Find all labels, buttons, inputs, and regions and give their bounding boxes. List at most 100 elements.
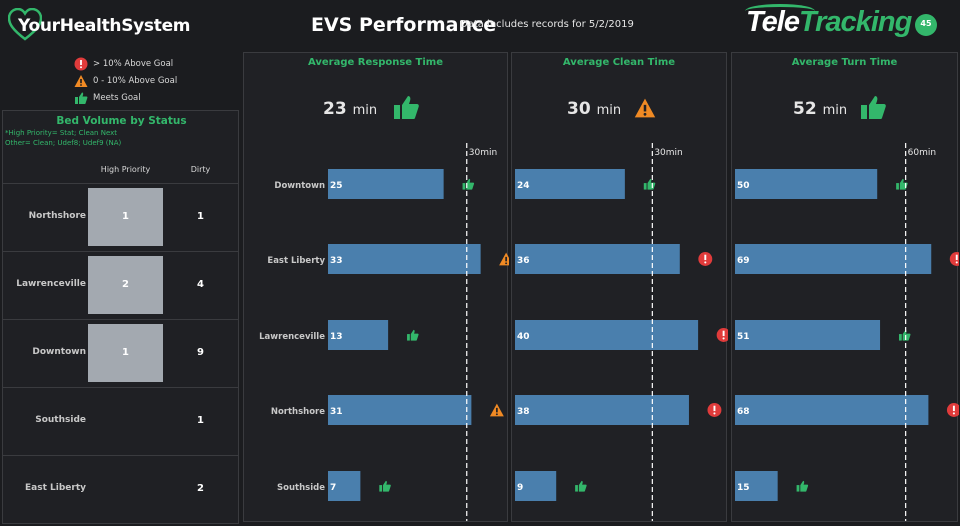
dirty-value: 4 bbox=[197, 279, 204, 290]
alert-circle-icon bbox=[716, 328, 728, 342]
location-label: Downtown bbox=[32, 347, 86, 357]
heart-logo-icon bbox=[8, 8, 42, 41]
alert-circle-icon bbox=[949, 252, 959, 266]
bar bbox=[735, 169, 878, 199]
warning-triangle-icon bbox=[74, 74, 88, 87]
response-time-panel: Average Response Time 23 min 25 Downtown 3… bbox=[243, 52, 509, 522]
bar-value-label: 9 bbox=[517, 483, 523, 493]
bed-volume-panel: Bed Volume by Status *High Priority= Sta… bbox=[2, 110, 239, 524]
clean-time-panel: Average Clean Time 30 min 24 36 40 38 9 30min bbox=[511, 52, 728, 522]
alert-circle-icon bbox=[74, 57, 88, 70]
thumbs-up-icon bbox=[75, 92, 88, 104]
header: YourHealthSystem EVS Performance Data in… bbox=[0, 0, 960, 50]
bar bbox=[328, 169, 444, 199]
bar bbox=[328, 395, 472, 425]
response-time-chart: 25 Downtown 33 East Liberty 13 Lawrenceville 3… bbox=[259, 143, 509, 521]
legend-item-above-goal: > 10% Above Goal bbox=[74, 55, 177, 72]
kpi-value: 52 min bbox=[793, 99, 847, 119]
location-label: Northshore bbox=[28, 211, 86, 221]
category-label: Northshore bbox=[271, 407, 325, 417]
kpi-unit: min bbox=[596, 103, 622, 118]
thumbs-up-icon bbox=[575, 480, 587, 492]
alert-circle-icon bbox=[707, 403, 722, 417]
kpi-status-icon bbox=[392, 93, 420, 125]
bed-volume-row: Northshore 1 1 bbox=[3, 183, 238, 251]
bar bbox=[515, 471, 557, 501]
goal-label: 60min bbox=[908, 148, 936, 158]
chart-title: Average Turn Time bbox=[791, 57, 898, 68]
thumbs-up-icon bbox=[643, 178, 656, 190]
logo-text: YourHealthSystem bbox=[18, 16, 191, 36]
bar bbox=[735, 395, 929, 425]
high-priority-value: 2 bbox=[122, 279, 129, 290]
bar-value-label: 24 bbox=[517, 181, 530, 191]
kpi-number: 30 bbox=[567, 99, 591, 119]
kpi-number: 52 bbox=[793, 99, 817, 119]
column-header-high-priority: High Priority bbox=[100, 165, 151, 174]
kpi-status-icon bbox=[634, 97, 656, 123]
column-header-dirty: Dirty bbox=[190, 165, 211, 174]
kpi-unit: min bbox=[352, 103, 378, 118]
bed-volume-row: Southside 1 bbox=[3, 387, 238, 455]
kpi-number: 23 bbox=[323, 99, 347, 119]
clean-time-chart: 24 36 40 38 9 30min bbox=[515, 143, 728, 521]
bar bbox=[328, 244, 481, 274]
thumbs-up-icon bbox=[462, 178, 475, 190]
dirty-value: 9 bbox=[197, 347, 204, 358]
warning-triangle-icon bbox=[499, 252, 509, 266]
goal-label: 30min bbox=[654, 148, 682, 158]
high-priority-cell bbox=[88, 188, 163, 246]
legend-label: > 10% Above Goal bbox=[93, 58, 174, 69]
bar-value-label: 50 bbox=[737, 181, 750, 191]
bar bbox=[735, 471, 778, 501]
bar-value-label: 69 bbox=[737, 256, 750, 266]
bar bbox=[328, 320, 389, 350]
thumbs-up-icon bbox=[861, 96, 886, 119]
bed-volume-row: Downtown 1 9 bbox=[3, 319, 238, 387]
bed-volume-note-high-priority: *High Priority= Stat; Clean Next bbox=[5, 129, 118, 137]
alert-circle-icon bbox=[946, 403, 959, 417]
badge-number: 45 bbox=[920, 19, 932, 28]
status-legend: > 10% Above Goal 0 - 10% Above Goal Meet… bbox=[74, 55, 177, 106]
bar-value-label: 15 bbox=[737, 483, 750, 493]
category-label: Lawrenceville bbox=[259, 332, 325, 342]
location-label: Southside bbox=[35, 415, 86, 425]
legend-item-near-goal: 0 - 10% Above Goal bbox=[74, 72, 177, 89]
page-title: EVS Performance bbox=[311, 14, 497, 36]
category-label: East Liberty bbox=[267, 256, 325, 266]
location-label: East Liberty bbox=[25, 483, 86, 493]
bar bbox=[515, 244, 680, 274]
high-priority-value: 1 bbox=[122, 211, 129, 222]
legend-label: 0 - 10% Above Goal bbox=[93, 75, 178, 86]
thumbs-up-icon bbox=[379, 480, 391, 492]
teletracking-logo: TeleTracking bbox=[746, 6, 912, 39]
bar-value-label: 38 bbox=[517, 407, 530, 417]
category-label: Southside bbox=[277, 483, 325, 493]
teletracking-logo-tracking: Tracking bbox=[798, 6, 912, 38]
bar bbox=[735, 320, 881, 350]
bar-value-label: 7 bbox=[330, 483, 336, 493]
high-priority-cell bbox=[88, 324, 163, 382]
dirty-value: 1 bbox=[197, 211, 204, 222]
thumbs-up-icon bbox=[407, 329, 419, 341]
goal-label: 30min bbox=[469, 148, 497, 158]
bar-value-label: 36 bbox=[517, 256, 530, 266]
bar bbox=[515, 320, 699, 350]
bar-value-label: 31 bbox=[330, 407, 343, 417]
location-label: Lawrenceville bbox=[16, 279, 86, 289]
warning-triangle-icon bbox=[489, 403, 504, 417]
kpi-status-icon bbox=[859, 93, 887, 125]
chart-title: Average Clean Time bbox=[562, 57, 676, 68]
bar-value-label: 25 bbox=[330, 181, 343, 191]
category-label: Downtown bbox=[274, 181, 325, 191]
bar-value-label: 33 bbox=[330, 256, 343, 266]
high-priority-cell bbox=[88, 256, 163, 314]
bar bbox=[328, 471, 361, 501]
bar-value-label: 51 bbox=[737, 332, 750, 342]
kpi-value: 30 min bbox=[567, 99, 621, 119]
thumbs-up-icon bbox=[394, 96, 419, 119]
bar-value-label: 68 bbox=[737, 407, 750, 417]
bar-value-label: 40 bbox=[517, 332, 530, 342]
bed-volume-title: Bed Volume by Status bbox=[56, 115, 187, 127]
bed-volume-note-other: Other= Clean; Udef8; Udef9 (NA) bbox=[5, 139, 122, 147]
